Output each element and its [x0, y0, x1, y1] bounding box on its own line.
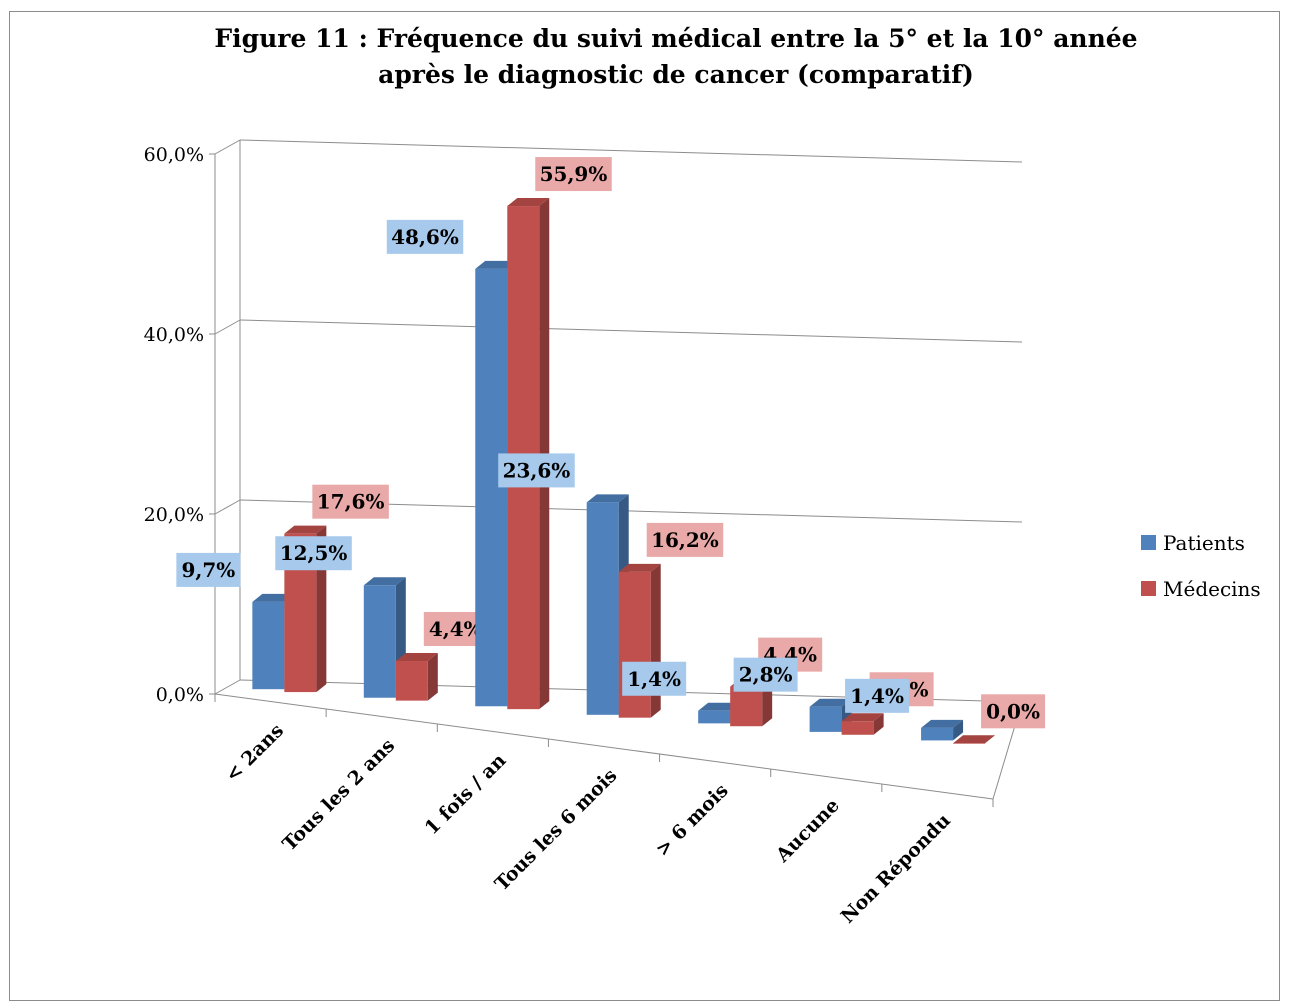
data-label-bg	[498, 453, 575, 488]
bar-medecins-1	[395, 653, 438, 701]
bar-side-face	[427, 653, 438, 701]
bar-front-face	[618, 571, 651, 718]
bar-top-face	[841, 713, 884, 722]
bar-patients-6	[921, 719, 964, 741]
data-label-bg	[275, 536, 352, 571]
data-label-bg	[981, 694, 1046, 729]
chart-title-line-2: après le diagnostic de cancer (comparati…	[378, 60, 974, 89]
legend-swatch	[1141, 535, 1156, 550]
x-tick-label: Tous les 6 mois	[491, 764, 622, 895]
bar-top-face	[363, 577, 406, 586]
data-label: 48,6%	[391, 225, 459, 249]
y-tick-label: 0,0%	[156, 684, 204, 706]
gridline	[239, 319, 1023, 343]
bar-patients-3	[586, 494, 629, 715]
bar-front-face	[809, 706, 842, 732]
bar-front-face	[841, 721, 874, 735]
data-label-bg	[733, 657, 798, 692]
data-label-bg	[386, 219, 464, 254]
gridline	[239, 139, 1023, 163]
bar-top-face	[507, 198, 550, 207]
bar-front-face	[252, 601, 285, 690]
x-tick-label: Non Répondu	[837, 809, 955, 927]
side-gridline	[214, 139, 241, 155]
data-label-bg	[176, 552, 241, 587]
x-tick-label: Tous les 2 ans	[278, 734, 399, 855]
side-gridline	[214, 679, 241, 695]
data-label: 16,2%	[651, 528, 719, 552]
bar-front-face	[698, 710, 731, 724]
chart-area: Figure 11 : Fréquence du suivi médical e…	[9, 11, 1280, 1001]
data-label: 2,8%	[739, 663, 793, 687]
data-label: 17,6%	[317, 490, 385, 514]
data-label: 12,5%	[280, 541, 348, 565]
legend-swatch	[1141, 581, 1156, 596]
data-label-bg	[312, 484, 389, 519]
y-tick-label: 40,0%	[144, 324, 204, 346]
bar-top-face	[475, 260, 518, 269]
data-label: 4,4%	[429, 617, 483, 641]
data-label-bg	[622, 661, 687, 696]
bar-front-face	[953, 743, 986, 744]
x-axis-line	[214, 693, 994, 800]
bar-front-face	[586, 502, 619, 715]
plot-area: 0,0% 20,0% 40,0% 60,0% 9,7% 17,6% < 2ans 12,5% 4…	[144, 139, 1046, 928]
bar-front-face	[475, 268, 508, 707]
bar-top-face	[586, 494, 629, 503]
y-tick-label: 20,0%	[144, 504, 204, 526]
bar-top-face	[618, 563, 661, 572]
bar-top-face	[921, 719, 964, 728]
bar-side-face	[953, 719, 964, 741]
data-label: 1,4%	[627, 667, 681, 691]
bar-front-face	[730, 686, 763, 727]
bar-top-face	[809, 698, 852, 707]
bar-top-face	[953, 735, 996, 744]
x-tick-label: < 2ans	[221, 719, 288, 786]
data-label: 55,9%	[540, 162, 608, 186]
legend-label: Médecins	[1163, 577, 1261, 601]
side-gridline	[214, 319, 241, 335]
bar-front-face	[363, 585, 396, 698]
bar-top-face	[284, 525, 327, 534]
bar-top-face	[698, 702, 741, 711]
chart-title-line-1: Figure 11 : Fréquence du suivi médical e…	[214, 24, 1137, 53]
legend: Patients Médecins	[1141, 531, 1261, 601]
data-label: 23,6%	[503, 458, 571, 482]
data-label: 0,0%	[986, 699, 1040, 723]
x-tick-label: Aucune	[771, 794, 844, 867]
bar-side-face	[873, 713, 884, 735]
y-tick-label: 60,0%	[144, 144, 204, 166]
side-gridline	[214, 499, 241, 515]
bar-medecins-6	[953, 735, 996, 744]
data-label: 9,7%	[181, 558, 235, 582]
data-label: 1,4%	[850, 684, 904, 708]
bar-top-face	[252, 593, 295, 602]
legend-label: Patients	[1163, 531, 1245, 555]
data-label-bg	[845, 678, 910, 713]
data-label-bg	[646, 522, 724, 557]
bar-medecins-5	[841, 713, 884, 735]
x-tick-label: > 6 mois	[651, 779, 732, 860]
chart-svg: Figure 11 : Fréquence du suivi médical e…	[144, 24, 1261, 928]
x-tick-label: 1 fois / an	[421, 749, 511, 839]
bar-front-face	[921, 727, 954, 741]
bar-top-face	[395, 653, 438, 662]
data-label-bg	[535, 157, 612, 192]
bar-front-face	[395, 661, 428, 701]
